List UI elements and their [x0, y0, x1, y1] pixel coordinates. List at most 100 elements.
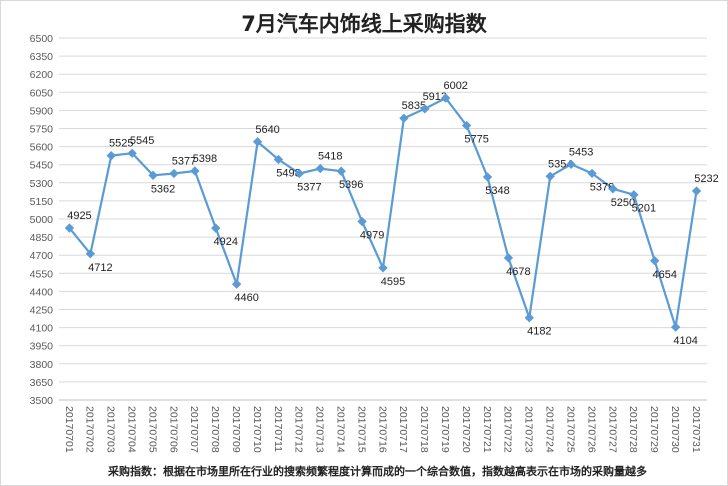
y-tick-label: 6350 — [30, 51, 54, 63]
y-tick-label: 4850 — [30, 232, 54, 244]
data-point — [566, 159, 576, 170]
data-label: 5913 — [423, 91, 447, 103]
y-tick-label: 6200 — [30, 69, 54, 81]
data-label: 5545 — [130, 135, 154, 147]
x-tick-label: 20170708 — [209, 406, 221, 453]
data-label: 4924 — [214, 236, 238, 248]
x-tick-label: 20170705 — [146, 406, 158, 453]
data-label: 5453 — [569, 146, 593, 158]
x-tick-label: 20170718 — [418, 406, 430, 453]
data-point — [85, 249, 96, 259]
x-tick-label: 20170720 — [460, 406, 472, 453]
y-tick-label: 4550 — [30, 268, 54, 280]
data-point — [503, 253, 514, 263]
y-tick-label: 4250 — [30, 305, 54, 317]
chart-title: 7月汽车内饰线上采购指数 — [241, 12, 487, 36]
data-point — [106, 150, 116, 161]
y-tick-label: 3650 — [30, 377, 54, 389]
x-tick-label: 20170714 — [335, 406, 347, 453]
data-point — [190, 166, 200, 176]
data-label: 4460 — [234, 292, 258, 304]
x-tick-label: 20170706 — [167, 406, 179, 453]
x-tick-label: 20170712 — [293, 406, 305, 453]
data-point — [608, 184, 618, 194]
data-label: 4654 — [652, 269, 676, 281]
data-point — [273, 154, 284, 165]
data-point — [691, 186, 702, 196]
data-point — [629, 190, 639, 200]
y-tick-label: 5750 — [30, 124, 54, 136]
data-label: 5398 — [193, 153, 217, 165]
data-label: 5348 — [485, 185, 509, 197]
x-tick-label: 20170707 — [188, 406, 200, 453]
data-label: 5396 — [339, 179, 363, 191]
y-tick-label: 5900 — [30, 105, 54, 117]
series-line — [68, 96, 698, 329]
chart-footnote: 采购指数：根据在市场里所在行业的搜索频繁程度计算而成的一个综合数值，指数越高表示… — [108, 465, 647, 478]
y-tick-label: 5300 — [30, 178, 54, 190]
data-point — [420, 104, 430, 114]
x-tick-label: 20170716 — [376, 406, 388, 453]
data-label: 5378 — [590, 181, 614, 193]
data-point — [336, 166, 346, 176]
x-tick-label: 20170730 — [669, 406, 681, 453]
x-tick-label: 20170721 — [481, 406, 493, 453]
data-label: 4925 — [67, 210, 91, 222]
data-label: 5835 — [402, 100, 426, 112]
x-tick-label: 20170711 — [272, 406, 284, 452]
x-tick-label: 20170702 — [84, 406, 96, 453]
data-point — [64, 223, 75, 233]
data-label: 4712 — [88, 262, 112, 274]
data-point — [169, 168, 179, 179]
y-tick-label: 4100 — [30, 323, 54, 335]
x-tick-label: 20170729 — [648, 406, 660, 453]
x-tick-label: 20170723 — [523, 406, 535, 453]
data-point — [524, 313, 534, 323]
data-label: 5418 — [318, 151, 342, 163]
data-label: 4104 — [673, 335, 697, 347]
y-tick-label: 3500 — [30, 395, 54, 407]
x-tick-label: 20170704 — [125, 406, 137, 453]
data-point — [148, 170, 158, 180]
y-tick-label: 5000 — [30, 214, 54, 226]
y-tick-label: 4700 — [30, 250, 54, 262]
data-point — [650, 256, 660, 266]
data-label: 5640 — [255, 124, 279, 136]
data-label: 4182 — [527, 326, 551, 338]
data-point — [294, 168, 305, 179]
x-tick-label: 20170726 — [585, 406, 597, 453]
data-point — [378, 263, 388, 273]
y-tick-label: 4400 — [30, 286, 54, 298]
x-tick-label: 20170722 — [502, 406, 514, 453]
data-label: 5362 — [151, 183, 175, 195]
data-point — [482, 172, 493, 182]
y-tick-label: 5600 — [30, 142, 54, 154]
x-tick-label: 20170727 — [606, 406, 618, 453]
data-point — [127, 148, 137, 158]
y-tick-label: 3950 — [30, 341, 54, 353]
data-label: 5775 — [464, 133, 488, 145]
y-tick-label: 6500 — [30, 33, 54, 45]
x-tick-label: 20170715 — [355, 406, 367, 453]
data-label: 4595 — [381, 276, 405, 288]
data-label: 4979 — [360, 230, 384, 242]
data-label: 5201 — [632, 203, 656, 215]
x-tick-label: 20170728 — [627, 406, 639, 453]
data-point — [252, 137, 263, 147]
x-tick-label: 20170725 — [564, 406, 576, 453]
y-tick-label: 5150 — [30, 196, 54, 208]
data-point — [399, 113, 409, 123]
y-tick-label: 6050 — [30, 87, 54, 99]
y-tick-label: 5450 — [30, 160, 54, 172]
data-label: 5377 — [297, 182, 321, 194]
data-point — [315, 163, 325, 174]
data-label: 5525 — [109, 138, 133, 150]
data-label: 5493 — [276, 168, 300, 180]
data-label: 5232 — [694, 173, 718, 185]
data-point — [211, 223, 221, 233]
x-tick-label: 20170713 — [314, 406, 326, 453]
x-tick-label: 20170731 — [690, 406, 702, 453]
x-tick-label: 20170709 — [230, 406, 242, 453]
